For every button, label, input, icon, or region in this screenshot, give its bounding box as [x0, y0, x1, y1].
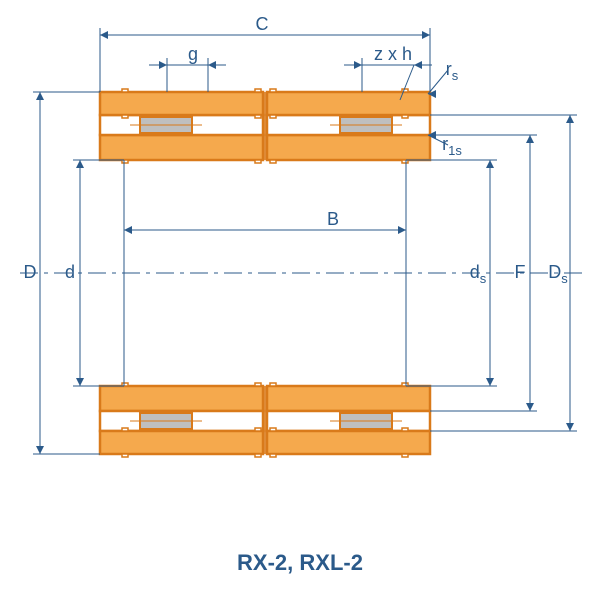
svg-text:ds: ds	[470, 262, 487, 286]
svg-text:B: B	[327, 209, 339, 229]
svg-text:z x h: z x h	[374, 44, 412, 64]
svg-text:C: C	[256, 14, 269, 34]
svg-text:Ds: Ds	[548, 262, 568, 286]
svg-text:r1s: r1s	[442, 134, 462, 158]
svg-text:d: d	[65, 262, 75, 282]
diagram-title: RX-2, RXL-2	[237, 550, 363, 575]
svg-text:g: g	[188, 44, 198, 64]
svg-text:rs: rs	[446, 59, 459, 83]
svg-text:D: D	[24, 262, 37, 282]
svg-text:F: F	[515, 262, 526, 282]
